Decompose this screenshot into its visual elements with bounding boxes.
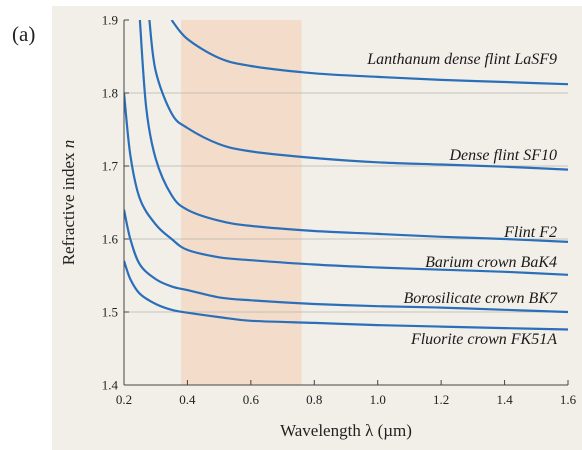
y-tick-label: 1.6 xyxy=(102,232,119,247)
series-labels: Lanthanum dense flint LaSF9 Dense flint S… xyxy=(366,51,558,348)
x-tick-label: 1.0 xyxy=(370,392,386,407)
x-tick-label: 1.4 xyxy=(496,392,513,407)
series-curve xyxy=(170,20,568,86)
series-label: Fluorite crown FK51A xyxy=(410,331,557,348)
panel-label: (a) xyxy=(12,22,36,46)
series-label: Lanthanum dense flint LaSF9 xyxy=(366,51,557,68)
x-tick-label: 0.2 xyxy=(116,392,132,407)
series-label: Flint F2 xyxy=(503,224,557,241)
series-curve xyxy=(124,209,568,314)
series-curves xyxy=(124,20,568,331)
series-label: Borosilicate crown BK7 xyxy=(404,290,558,307)
series-curve xyxy=(124,260,568,331)
y-axis-title-main: Refractive index xyxy=(59,148,78,265)
y-tick-label: 1.9 xyxy=(102,13,118,28)
plot-background xyxy=(52,6,582,450)
series-curve xyxy=(148,20,568,171)
y-tick-label: 1.4 xyxy=(102,378,119,393)
y-tick-label: 1.7 xyxy=(102,159,119,174)
visible-spectrum-band xyxy=(181,20,302,385)
y-axis-title-variable: n xyxy=(59,140,78,149)
series-curve xyxy=(138,20,568,243)
x-tick-label: 0.4 xyxy=(179,392,196,407)
x-axis-title: Wavelength λ (µm) xyxy=(280,421,412,440)
y-tick-label: 1.5 xyxy=(102,305,118,320)
x-tick-label: 0.8 xyxy=(306,392,322,407)
y-tick-label: 1.8 xyxy=(102,86,118,101)
y-axis-title: Refractive index n xyxy=(59,140,78,266)
x-tick-label: 1.6 xyxy=(560,392,577,407)
series-label: Barium crown BaK4 xyxy=(425,254,557,271)
series-label: Dense flint SF10 xyxy=(448,147,557,164)
axes: 0.2 0.4 0.6 0.8 1.0 1.2 1.4 1.6 1.4 1.5 1.6 1.7 1.8 1… xyxy=(102,13,577,408)
x-tick-label: 1.2 xyxy=(433,392,449,407)
x-tick-label: 0.6 xyxy=(243,392,260,407)
series-curve xyxy=(124,92,568,276)
